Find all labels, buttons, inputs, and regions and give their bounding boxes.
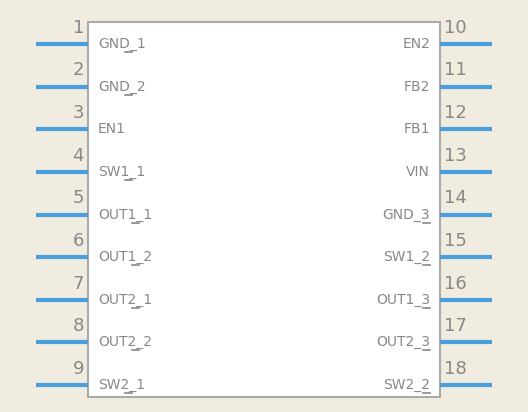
Text: 16: 16 <box>444 274 467 293</box>
Text: GND_3: GND_3 <box>382 208 430 222</box>
Text: 18: 18 <box>444 360 467 378</box>
Text: 12: 12 <box>444 104 467 122</box>
Text: EN2: EN2 <box>402 37 430 51</box>
Text: 1: 1 <box>73 19 84 37</box>
Text: 13: 13 <box>444 147 467 165</box>
Text: 7: 7 <box>72 274 84 293</box>
Text: SW1_1: SW1_1 <box>98 165 145 179</box>
Text: 10: 10 <box>444 19 467 37</box>
Text: 2: 2 <box>72 61 84 80</box>
Text: 17: 17 <box>444 317 467 335</box>
Text: 11: 11 <box>444 61 467 80</box>
Text: 3: 3 <box>72 104 84 122</box>
Text: 9: 9 <box>72 360 84 378</box>
Text: EN1: EN1 <box>98 122 126 136</box>
Text: 4: 4 <box>72 147 84 165</box>
Text: OUT1_1: OUT1_1 <box>98 208 152 222</box>
Text: FB1: FB1 <box>403 122 430 136</box>
Text: SW1_2: SW1_2 <box>383 250 430 264</box>
Text: SW2_2: SW2_2 <box>383 378 430 392</box>
Text: 8: 8 <box>73 317 84 335</box>
Text: 15: 15 <box>444 232 467 250</box>
Text: OUT2_1: OUT2_1 <box>98 293 152 307</box>
Text: SW2_1: SW2_1 <box>98 378 145 392</box>
Bar <box>88 22 440 397</box>
Text: VIN: VIN <box>406 165 430 179</box>
Text: 5: 5 <box>72 189 84 207</box>
Text: FB2: FB2 <box>403 80 430 94</box>
Text: 14: 14 <box>444 189 467 207</box>
Text: OUT1_2: OUT1_2 <box>98 250 152 264</box>
Text: OUT2_2: OUT2_2 <box>98 335 152 349</box>
Text: GND_1: GND_1 <box>98 37 146 51</box>
Text: 6: 6 <box>73 232 84 250</box>
Text: OUT1_3: OUT1_3 <box>376 293 430 307</box>
Text: OUT2_3: OUT2_3 <box>376 335 430 349</box>
Text: GND_2: GND_2 <box>98 80 146 94</box>
